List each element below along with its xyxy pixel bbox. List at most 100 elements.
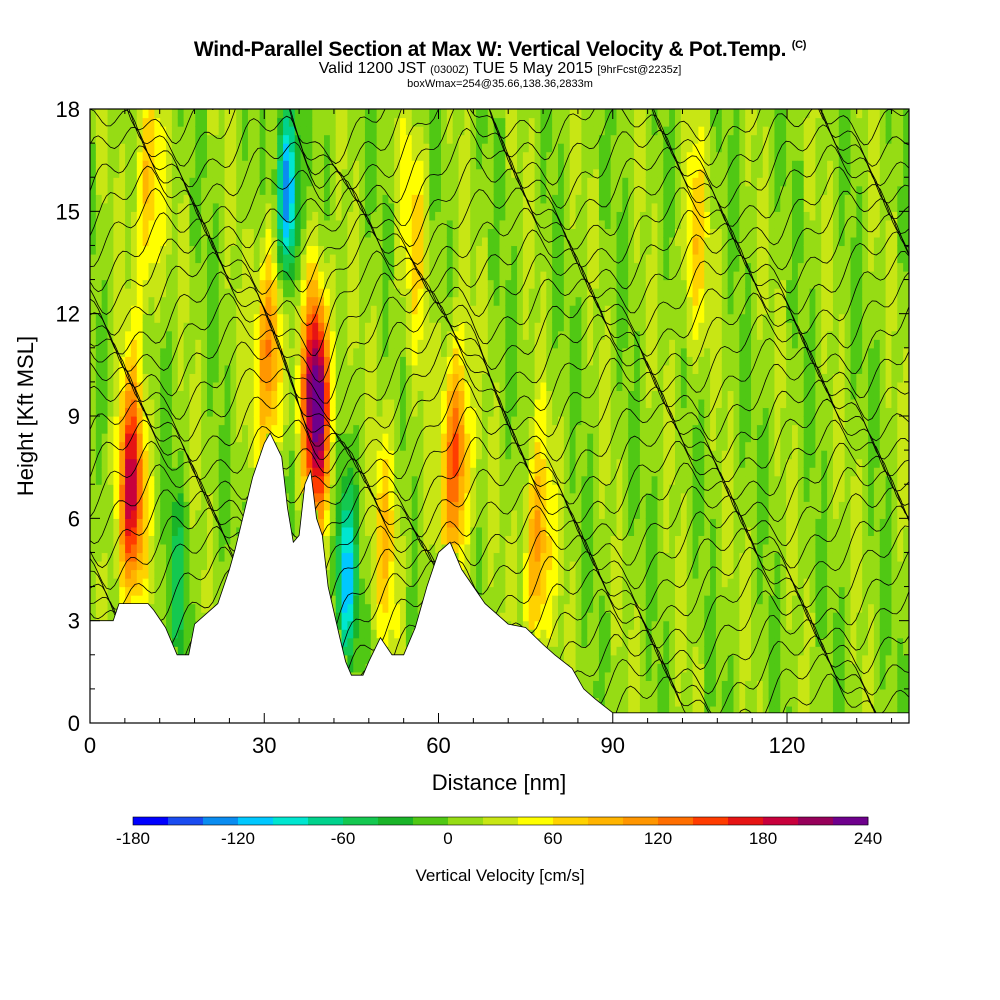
velocity-cell <box>253 245 261 255</box>
velocity-cell <box>400 168 407 178</box>
velocity-cell <box>552 629 559 639</box>
velocity-cell <box>207 151 214 161</box>
velocity-cell <box>481 407 489 417</box>
velocity-cell <box>171 339 179 349</box>
velocity-cell <box>417 288 425 298</box>
velocity-cell <box>130 569 138 579</box>
velocity-cell <box>552 347 559 357</box>
velocity-cell <box>312 381 319 392</box>
velocity-cell <box>587 433 594 443</box>
velocity-cell <box>364 262 372 272</box>
velocity-cell <box>294 458 302 468</box>
velocity-cell <box>581 228 588 238</box>
velocity-cell <box>487 228 495 238</box>
velocity-cell <box>452 194 460 204</box>
velocity-cell <box>201 526 208 536</box>
velocity-cell <box>242 364 249 374</box>
velocity-cell <box>400 194 407 204</box>
velocity-cell <box>201 450 208 460</box>
velocity-cell <box>364 450 372 460</box>
velocity-cell <box>534 271 542 281</box>
velocity-cell <box>201 441 208 451</box>
velocity-cell <box>242 492 249 502</box>
velocity-cell <box>476 211 483 221</box>
velocity-cell <box>142 424 150 434</box>
velocity-cell <box>347 629 354 639</box>
velocity-cell <box>148 381 155 392</box>
velocity-cell <box>581 646 588 656</box>
velocity-cell <box>499 185 506 195</box>
velocity-cell <box>207 202 214 212</box>
velocity-cell <box>441 126 448 136</box>
velocity-cell <box>201 398 208 409</box>
velocity-cell <box>329 279 337 289</box>
velocity-cell <box>587 441 594 451</box>
velocity-cell <box>183 313 191 323</box>
velocity-cell <box>125 117 132 127</box>
velocity-cell <box>446 509 454 519</box>
velocity-cell <box>370 407 378 417</box>
velocity-cell <box>207 109 214 119</box>
velocity-cell <box>382 288 389 298</box>
velocity-cell <box>95 151 103 161</box>
velocity-cell <box>522 236 530 247</box>
velocity-cell <box>306 236 313 247</box>
velocity-cell <box>154 339 161 349</box>
velocity-cell <box>125 458 132 468</box>
velocity-cell <box>171 578 179 588</box>
velocity-cell <box>388 245 395 255</box>
velocity-cell <box>359 305 366 315</box>
velocity-cell <box>400 484 407 494</box>
velocity-cell <box>107 424 114 434</box>
velocity-cell <box>177 535 185 545</box>
velocity-cell <box>569 126 577 136</box>
velocity-cell <box>587 279 594 289</box>
velocity-cell <box>288 253 296 264</box>
velocity-cell <box>429 458 436 468</box>
velocity-cell <box>224 535 231 545</box>
velocity-cell <box>364 433 372 443</box>
velocity-cell <box>476 279 483 289</box>
velocity-cell <box>253 228 261 238</box>
velocity-cell <box>441 347 448 357</box>
velocity-cell <box>493 509 501 519</box>
velocity-cell <box>341 620 348 630</box>
velocity-cell <box>575 595 582 605</box>
velocity-cell <box>581 433 588 443</box>
velocity-cell <box>452 271 460 281</box>
velocity-cell <box>265 143 272 153</box>
velocity-cell <box>546 603 553 613</box>
velocity-cell <box>464 347 471 357</box>
velocity-cell <box>136 228 144 238</box>
velocity-cell <box>154 126 161 136</box>
velocity-cell <box>552 109 559 119</box>
velocity-cell <box>207 134 214 144</box>
velocity-cell <box>552 526 559 536</box>
velocity-cell <box>546 262 553 272</box>
velocity-cell <box>300 253 308 264</box>
velocity-cell <box>552 364 559 374</box>
velocity-cell <box>259 253 267 264</box>
velocity-cell <box>130 347 138 357</box>
velocity-cell <box>335 620 343 630</box>
velocity-cell <box>400 236 407 247</box>
velocity-cell <box>347 117 354 127</box>
velocity-cell <box>493 143 501 153</box>
velocity-cell <box>265 330 272 340</box>
velocity-cell <box>370 467 378 477</box>
velocity-cell <box>265 177 272 187</box>
velocity-cell <box>587 509 594 519</box>
velocity-cell <box>528 253 536 264</box>
velocity-cell <box>452 398 460 409</box>
velocity-cell <box>464 509 471 519</box>
velocity-cell <box>534 535 542 545</box>
velocity-cell <box>481 322 489 332</box>
velocity-cell <box>546 416 553 426</box>
velocity-cell <box>370 620 378 630</box>
velocity-cell <box>522 219 530 229</box>
velocity-cell <box>511 245 518 255</box>
velocity-cell <box>481 416 489 426</box>
velocity-cell <box>405 501 413 511</box>
velocity-cell <box>224 288 231 298</box>
velocity-cell <box>341 236 348 247</box>
